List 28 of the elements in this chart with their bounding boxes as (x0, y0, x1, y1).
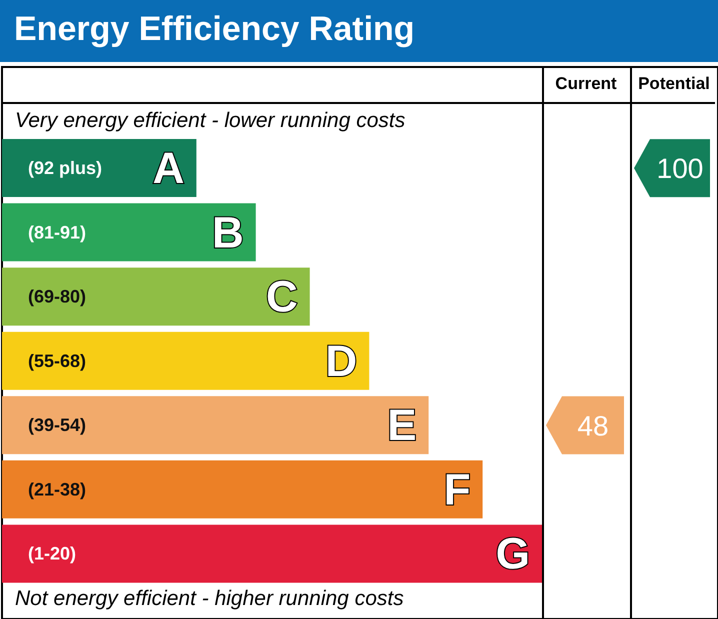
text: Very energy efficient - lower running costs (15, 109, 406, 133)
y-tick-label: (92 plus) (28, 158, 102, 178)
annotation: E (387, 401, 417, 450)
y-tick-label: (55-68) (28, 350, 86, 371)
annotation: C (266, 272, 298, 322)
y-tick-label: (21-38) (28, 479, 86, 500)
y-tick-label: (69-80) (28, 286, 86, 307)
bar (2, 524, 542, 583)
bar (2, 332, 370, 390)
text: 48 (577, 410, 609, 442)
chart-title: Energy Efficiency Rating (14, 10, 415, 49)
text: Current (554, 74, 618, 94)
bar (2, 139, 196, 197)
y-tick-label: (81-91) (28, 222, 86, 242)
annotation: D (325, 336, 358, 386)
annotation: B (212, 208, 244, 258)
annotation: G (496, 530, 530, 579)
text: Potential (637, 74, 711, 94)
bar (2, 203, 256, 262)
bar (2, 268, 310, 326)
annotation: A (152, 144, 184, 193)
text: Not energy efficient - higher running costs (15, 587, 404, 611)
bar (2, 396, 429, 454)
y-tick-label: (39-54) (28, 415, 86, 436)
text: 100 (656, 153, 704, 184)
y-tick-label: (1-20) (28, 544, 76, 564)
annotation: F (444, 465, 471, 514)
bar (2, 460, 483, 518)
